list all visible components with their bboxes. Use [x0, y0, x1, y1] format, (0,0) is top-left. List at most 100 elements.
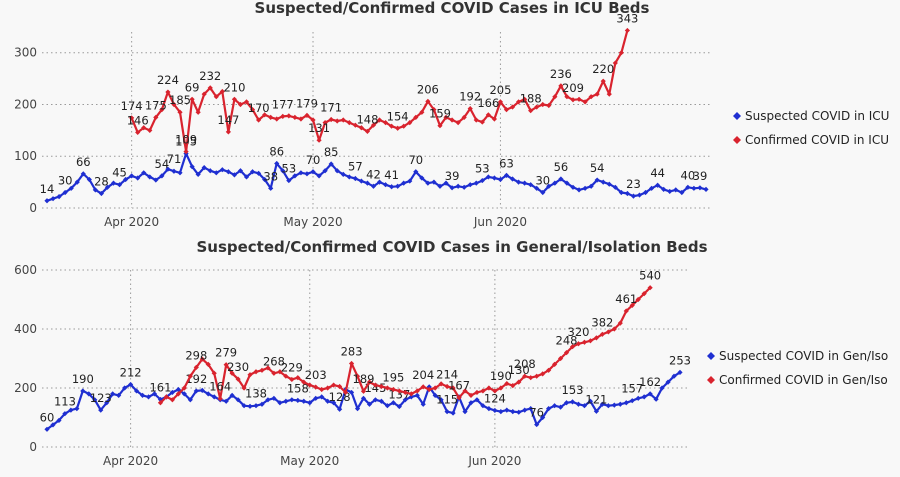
data-point: [292, 173, 298, 179]
data-point: [617, 401, 623, 407]
data-point: [546, 183, 552, 189]
data-point: [635, 395, 641, 401]
data-label: 157: [621, 382, 643, 396]
data-point: [283, 373, 289, 379]
data-label: 177: [272, 97, 294, 111]
data-point: [295, 375, 301, 381]
data-point: [679, 189, 685, 196]
legend-label: Confirmed COVID in Gen/Iso: [719, 373, 888, 387]
data-point: [211, 370, 217, 376]
data-point: [587, 398, 594, 404]
data-point: [68, 407, 74, 413]
data-point: [516, 409, 522, 415]
data-point: [243, 174, 250, 180]
data-point: [145, 394, 152, 400]
data-point: [237, 168, 244, 174]
legend-label: Suspected COVID in ICU: [745, 109, 889, 123]
data-point: [425, 98, 431, 104]
data-point: [219, 167, 225, 173]
data-point: [479, 177, 485, 184]
data-point: [249, 107, 256, 113]
data-point: [605, 403, 611, 409]
data-label: 248: [556, 334, 578, 348]
legend-marker: [733, 136, 741, 144]
data-point: [558, 176, 564, 182]
data-point: [546, 367, 552, 373]
data-point: [313, 395, 319, 401]
data-point: [364, 128, 371, 134]
data-point: [467, 106, 473, 112]
data-point: [635, 296, 641, 303]
data-label: 167: [448, 379, 470, 393]
data-point: [449, 117, 455, 123]
data-point: [159, 107, 165, 113]
y-tick-label: 0: [29, 440, 37, 454]
data-label: 179: [296, 96, 318, 110]
data-point: [274, 160, 280, 167]
data-label: 131: [308, 121, 330, 135]
data-point: [80, 171, 86, 177]
data-point: [455, 119, 461, 126]
data-label: 206: [417, 82, 439, 96]
x-tick-label: Jun 2020: [473, 215, 527, 229]
data-point: [600, 179, 606, 185]
data-label: 130: [508, 363, 530, 377]
legend-label: Suspected COVID in Gen/Iso: [719, 349, 888, 363]
data-point: [286, 177, 292, 184]
data-point: [384, 403, 390, 409]
data-label: 41: [384, 168, 399, 182]
data-point: [271, 395, 277, 401]
y-tick-label: 0: [29, 201, 37, 215]
data-label: 54: [590, 161, 605, 175]
legend-marker: [707, 352, 715, 360]
data-label: 461: [615, 292, 637, 306]
data-point: [606, 91, 612, 97]
data-point: [358, 125, 364, 131]
data-point: [456, 395, 462, 401]
data-point: [389, 184, 395, 190]
data-point: [618, 189, 624, 196]
data-label: 268: [263, 354, 285, 368]
data-label: 170: [248, 101, 270, 115]
data-point: [510, 383, 516, 389]
data-point: [599, 331, 605, 337]
data-label: 320: [568, 325, 590, 339]
data-point: [426, 386, 432, 393]
data-label: 70: [306, 153, 321, 167]
data-point: [474, 397, 480, 403]
data-point: [253, 369, 259, 375]
data-point: [181, 391, 187, 397]
y-tick-label: 200: [14, 97, 37, 111]
data-point: [268, 114, 274, 121]
data-point: [237, 101, 244, 108]
data-point: [313, 384, 319, 390]
data-point: [677, 369, 683, 375]
data-point: [486, 406, 492, 412]
data-point: [219, 88, 225, 95]
legend-marker: [733, 112, 741, 120]
data-point: [431, 179, 437, 185]
data-point: [199, 356, 205, 362]
data-point: [213, 170, 219, 176]
data-label: 166: [477, 96, 499, 110]
data-point: [576, 96, 582, 102]
data-label: 283: [341, 345, 363, 359]
data-point: [358, 178, 364, 184]
data-point: [564, 180, 570, 186]
data-point: [503, 107, 510, 113]
data-label: 171: [320, 100, 342, 114]
data-point: [522, 96, 528, 102]
data-point: [241, 385, 247, 391]
data-point: [516, 379, 522, 385]
data-point: [414, 388, 420, 394]
data-point: [473, 180, 479, 186]
data-point: [408, 394, 414, 400]
data-point: [581, 339, 588, 345]
data-point: [44, 198, 50, 204]
data-point: [522, 407, 528, 413]
data-point: [528, 406, 534, 412]
data-point: [581, 403, 588, 409]
data-point: [473, 117, 479, 123]
data-point: [354, 373, 361, 379]
